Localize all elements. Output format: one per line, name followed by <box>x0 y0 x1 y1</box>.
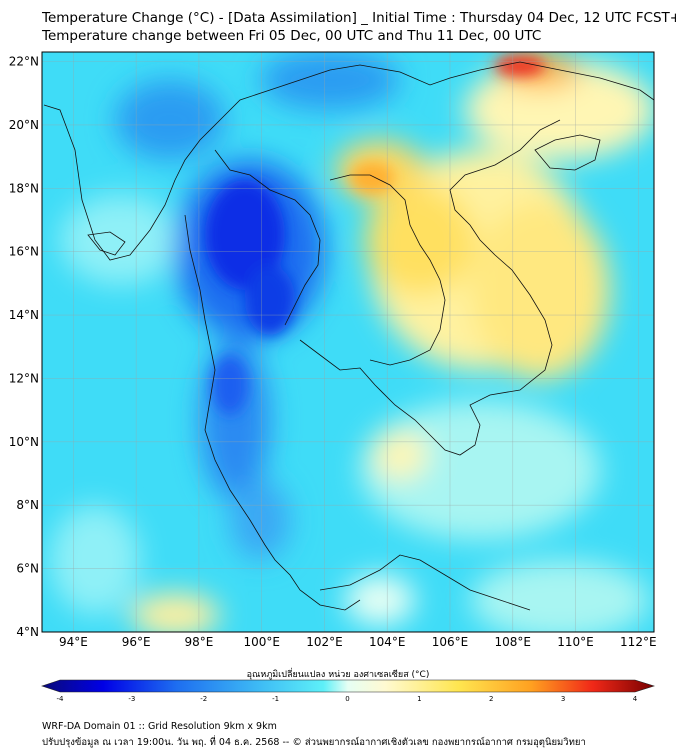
colorbar-tick-label: 1 <box>417 695 421 703</box>
colorbar-bar <box>41 679 655 693</box>
colorbar-tick-label: 3 <box>561 695 565 703</box>
lat-tick-label: 18°N <box>9 181 39 195</box>
colorbar-tick-label: 0 <box>345 695 349 703</box>
lat-tick-label: 10°N <box>9 435 39 449</box>
colorbar-title: อุณหภูมิเปลี่ยนแปลง หน่วย องศาเซลเซียส (… <box>246 670 430 680</box>
lon-tick-label: 108°E <box>495 635 532 649</box>
lat-tick-label: 6°N <box>16 562 39 576</box>
lon-tick-label: 106°E <box>432 635 469 649</box>
colorbar-tick-label: -1 <box>272 695 279 703</box>
latitude-axis: 22°N 20°N 18°N 16°N 14°N 12°N 10°N 8°N 6°N 4°N <box>9 55 39 639</box>
coastlines-and-borders <box>43 61 654 611</box>
colorbar-tick-label: -2 <box>200 695 207 703</box>
temperature-field <box>42 52 654 632</box>
lon-tick-label: 96°E <box>122 635 151 649</box>
lon-tick-label: 98°E <box>184 635 213 649</box>
colorbar-tick-label: -4 <box>57 695 65 703</box>
lat-tick-label: 20°N <box>9 118 39 132</box>
longitude-axis: 94°E 96°E 98°E 100°E 102°E 104°E 106°E 108°E 110… <box>59 635 657 649</box>
lat-tick-label: 22°N <box>9 55 39 69</box>
footer-update-info: ปรับปรุงข้อมูล ณ เวลา 19:00น. วัน พฤ. ที… <box>42 737 586 748</box>
lat-tick-label: 8°N <box>16 498 39 512</box>
lon-tick-label: 110°E <box>557 635 594 649</box>
lon-tick-label: 94°E <box>59 635 88 649</box>
colorbar-tick-label: 4 <box>633 695 638 703</box>
lat-tick-label: 14°N <box>9 308 39 322</box>
map-gridlines <box>42 52 654 632</box>
colorbar-tick-label: -3 <box>128 695 135 703</box>
lat-tick-label: 12°N <box>9 371 39 385</box>
colorbar: -4 -3 -2 -1 0 1 2 3 4 <box>41 679 655 703</box>
lat-tick-label: 4°N <box>16 625 39 639</box>
lon-tick-label: 102°E <box>306 635 343 649</box>
lon-tick-label: 104°E <box>369 635 406 649</box>
lon-tick-label: 112°E <box>620 635 657 649</box>
map-subtitle: Temperature change between Fri 05 Dec, 0… <box>42 28 542 44</box>
lat-tick-label: 16°N <box>9 245 39 259</box>
footer-model-info: WRF-DA Domain 01 :: Grid Resolution 9km … <box>42 721 277 732</box>
map-title: Temperature Change (°C) - [Data Assimila… <box>42 10 676 26</box>
colorbar-tick-label: 2 <box>489 695 493 703</box>
lon-tick-label: 100°E <box>243 635 280 649</box>
